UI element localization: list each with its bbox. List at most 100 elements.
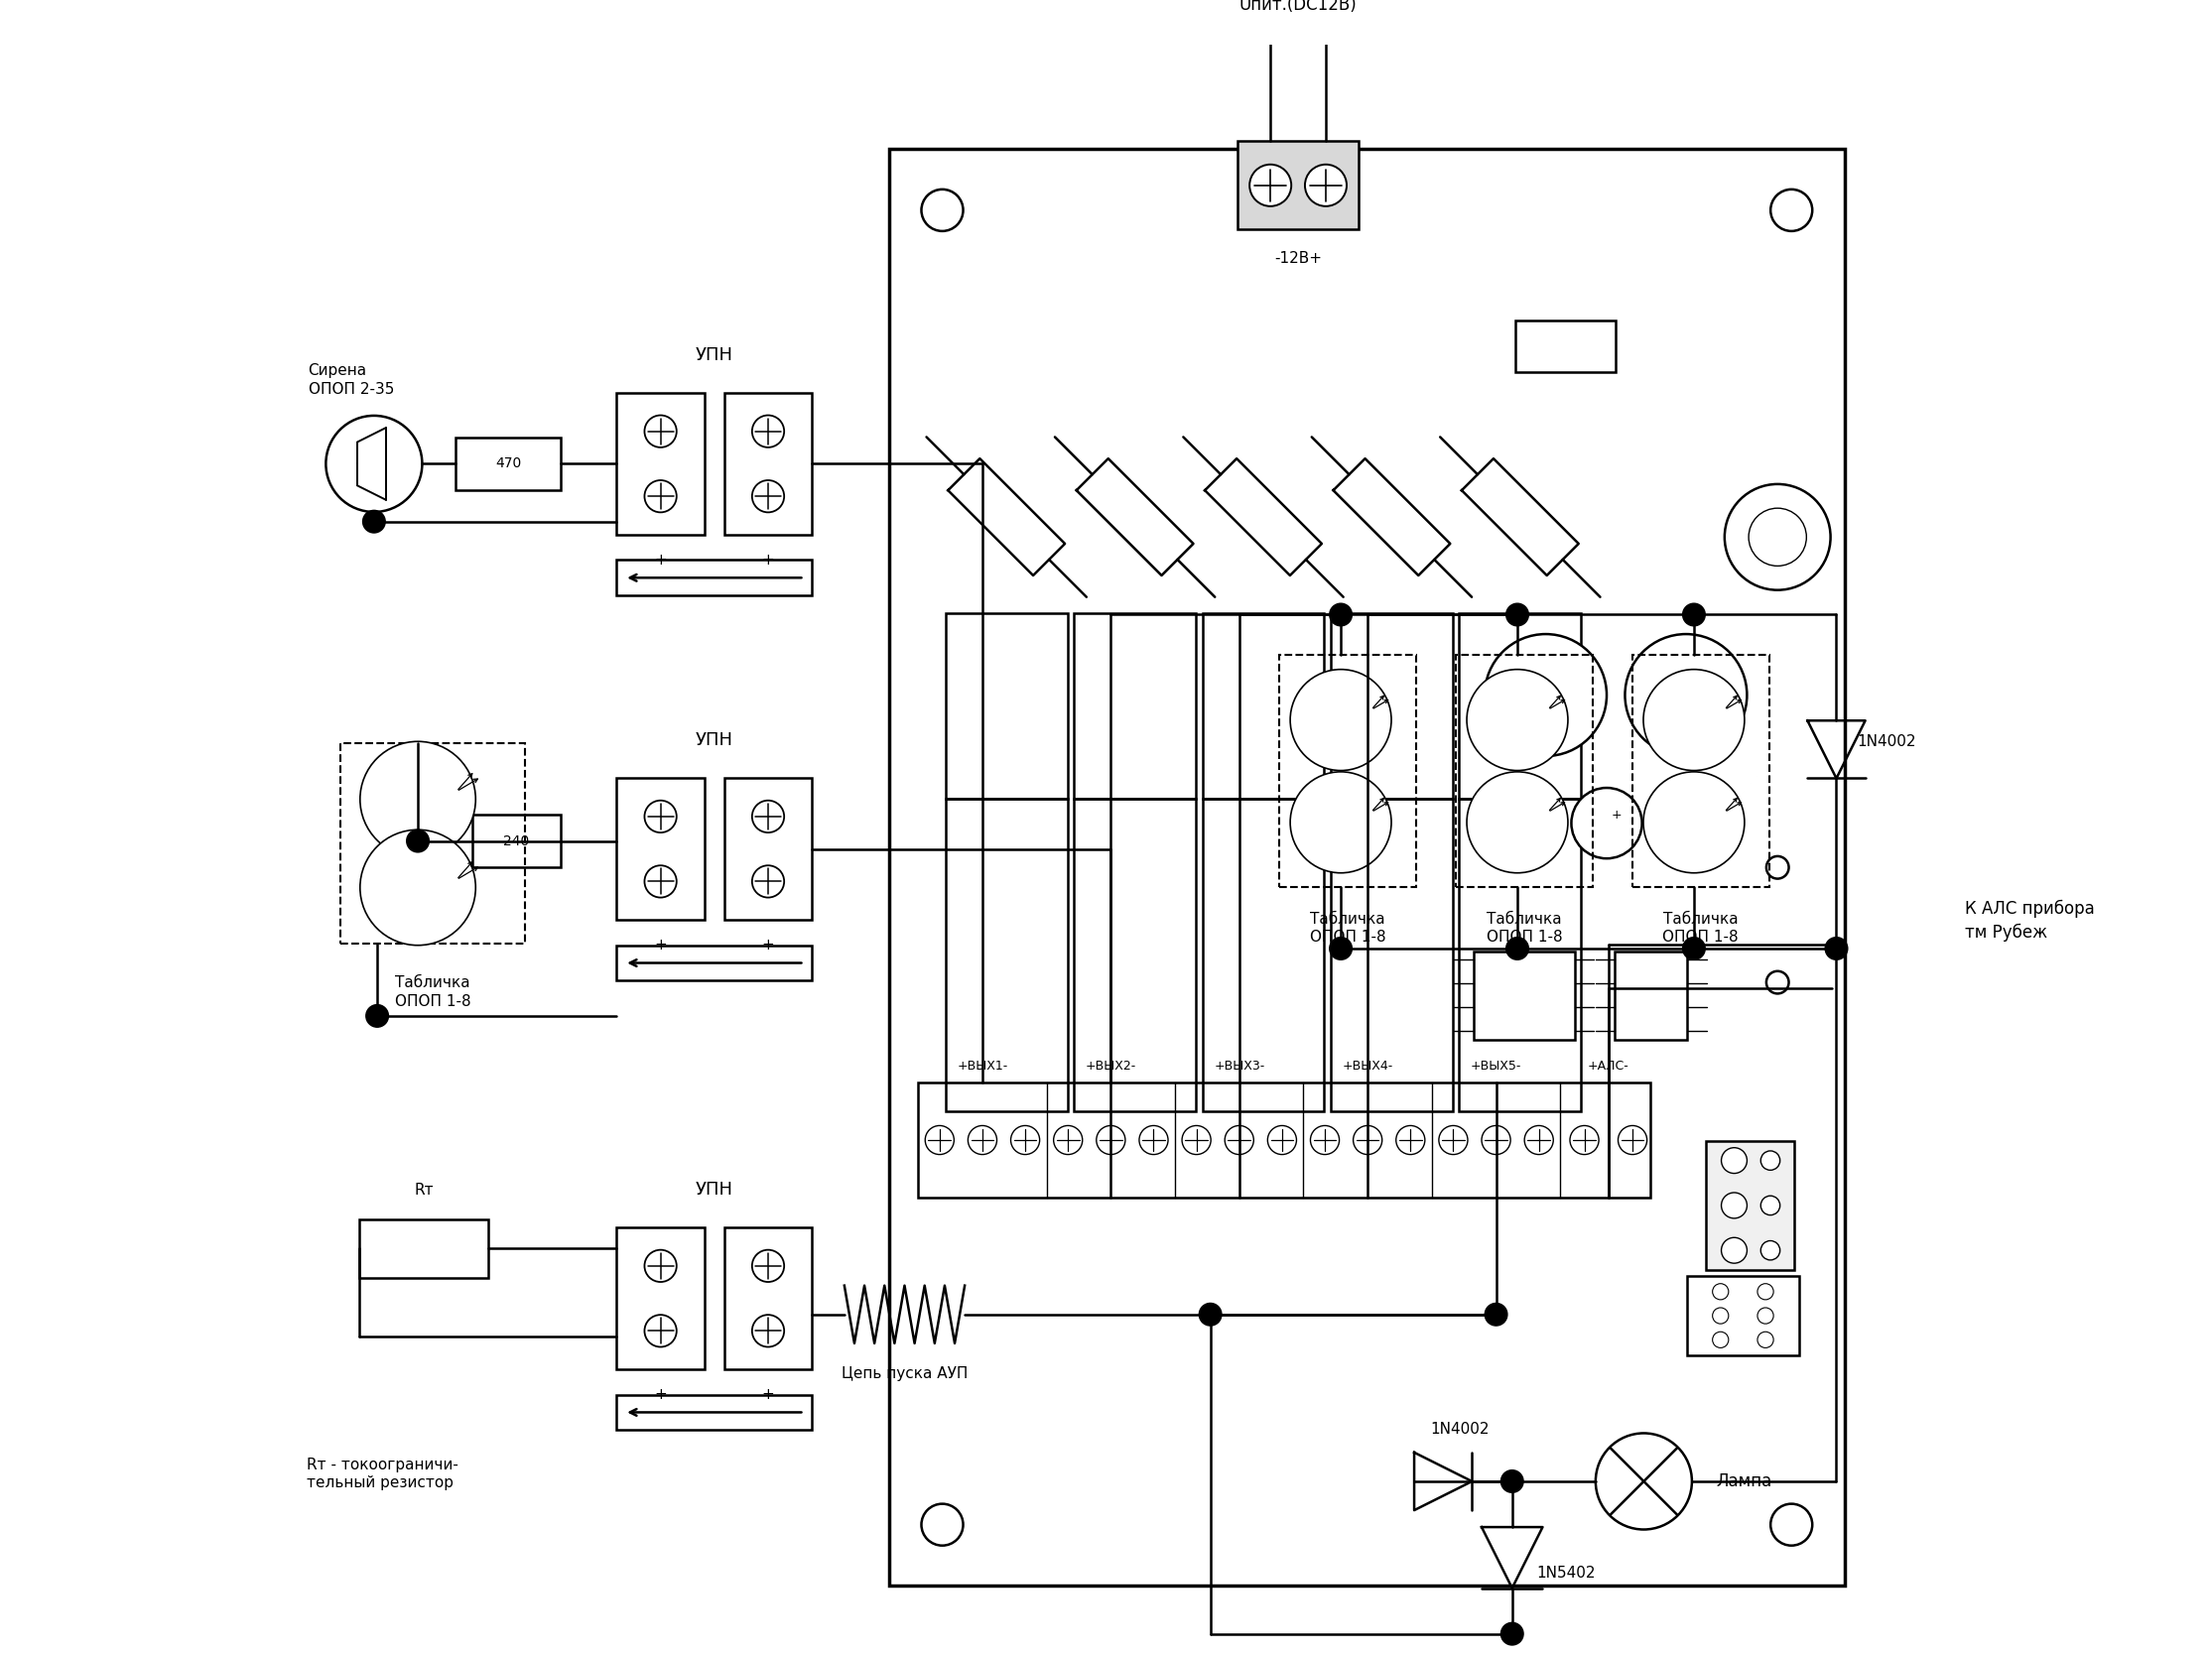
Circle shape <box>1750 508 1807 566</box>
Text: Табличка
ОПОП 1-8: Табличка ОПОП 1-8 <box>394 976 471 1009</box>
Circle shape <box>1683 938 1705 959</box>
Circle shape <box>1011 1126 1040 1154</box>
Bar <box>945 799 1068 1111</box>
Circle shape <box>1524 1126 1553 1154</box>
Circle shape <box>361 830 476 946</box>
Text: Rт: Rт <box>414 1183 434 1197</box>
Bar <box>1279 655 1416 888</box>
Circle shape <box>1502 1470 1524 1492</box>
Circle shape <box>1712 1331 1728 1348</box>
Text: +ВЫХ1-: +ВЫХ1- <box>958 1060 1009 1073</box>
Circle shape <box>644 865 677 898</box>
Bar <box>617 779 706 920</box>
Bar <box>1632 655 1770 888</box>
Circle shape <box>752 1250 783 1282</box>
Bar <box>723 394 812 534</box>
Circle shape <box>752 1315 783 1346</box>
Circle shape <box>361 741 476 857</box>
Bar <box>361 1219 489 1277</box>
Text: 1N4002: 1N4002 <box>1431 1421 1489 1436</box>
Text: Сирена
ОПОП 2-35: Сирена ОПОП 2-35 <box>307 362 394 397</box>
Text: 240: 240 <box>502 834 529 849</box>
Circle shape <box>1482 1126 1511 1154</box>
Circle shape <box>1181 1126 1210 1154</box>
Circle shape <box>752 415 783 447</box>
Bar <box>1073 614 1197 799</box>
Circle shape <box>1721 1237 1747 1264</box>
Circle shape <box>1759 1308 1774 1323</box>
Bar <box>889 149 1845 1586</box>
Circle shape <box>1617 1126 1648 1154</box>
Circle shape <box>1438 1126 1469 1154</box>
Polygon shape <box>1334 458 1451 576</box>
Polygon shape <box>949 458 1064 576</box>
Circle shape <box>1290 670 1391 771</box>
Bar <box>1455 655 1593 888</box>
Bar <box>1203 799 1325 1111</box>
Circle shape <box>1770 189 1812 232</box>
Bar <box>1332 614 1453 799</box>
Bar <box>723 1227 812 1370</box>
Circle shape <box>363 511 385 533</box>
Circle shape <box>969 1126 998 1154</box>
Bar <box>1473 951 1575 1040</box>
Circle shape <box>1626 633 1747 756</box>
Text: 470: 470 <box>495 457 522 471</box>
Text: +ВЫХ3-: +ВЫХ3- <box>1214 1060 1265 1073</box>
Circle shape <box>1506 604 1528 625</box>
Text: 1N5402: 1N5402 <box>1535 1566 1595 1581</box>
Circle shape <box>1484 633 1606 756</box>
Text: УПН: УПН <box>695 731 732 749</box>
Circle shape <box>1770 1503 1812 1545</box>
Text: +ВЫХ5-: +ВЫХ5- <box>1471 1060 1522 1073</box>
Circle shape <box>1139 1126 1168 1154</box>
Circle shape <box>922 1503 962 1545</box>
Bar <box>471 814 560 867</box>
Circle shape <box>1329 604 1352 625</box>
Text: +: + <box>655 1388 666 1403</box>
Polygon shape <box>1206 458 1323 576</box>
Circle shape <box>1502 1623 1524 1646</box>
Text: К АЛС прибора
тм Рубеж: К АЛС прибора тм Рубеж <box>1964 900 2095 941</box>
Bar <box>617 1394 812 1431</box>
Circle shape <box>1267 1126 1296 1154</box>
Bar <box>617 1227 706 1370</box>
Circle shape <box>1199 1303 1221 1325</box>
Circle shape <box>1354 1126 1382 1154</box>
Circle shape <box>1761 1151 1781 1169</box>
Circle shape <box>1290 772 1391 873</box>
Text: +: + <box>655 552 666 567</box>
Circle shape <box>1396 1126 1425 1154</box>
Circle shape <box>1721 1193 1747 1219</box>
Circle shape <box>1767 857 1790 878</box>
Text: +: + <box>655 938 666 953</box>
Circle shape <box>644 1250 677 1282</box>
Circle shape <box>644 801 677 832</box>
Circle shape <box>1767 971 1790 994</box>
Circle shape <box>1225 1126 1254 1154</box>
Circle shape <box>1712 1284 1728 1300</box>
Circle shape <box>1759 1331 1774 1348</box>
Text: -12В+: -12В+ <box>1274 251 1323 266</box>
Circle shape <box>1506 938 1528 959</box>
Text: Табличка
ОПОП 1-8: Табличка ОПОП 1-8 <box>1310 911 1385 944</box>
Circle shape <box>1761 1240 1781 1260</box>
Bar <box>341 743 524 944</box>
Text: Лампа: Лампа <box>1717 1472 1772 1490</box>
Circle shape <box>752 480 783 513</box>
Bar <box>1239 141 1358 230</box>
Text: +АЛС-: +АЛС- <box>1588 1060 1630 1073</box>
Circle shape <box>1571 787 1641 858</box>
Circle shape <box>365 1004 389 1027</box>
Bar <box>617 561 812 595</box>
Text: Табличка
ОПОП 1-8: Табличка ОПОП 1-8 <box>1486 911 1562 944</box>
Circle shape <box>1053 1126 1082 1154</box>
Circle shape <box>1595 1434 1692 1530</box>
Bar <box>1615 951 1688 1040</box>
Circle shape <box>922 189 962 232</box>
Circle shape <box>1097 1126 1126 1154</box>
Circle shape <box>752 801 783 832</box>
Text: +ВЫХ2-: +ВЫХ2- <box>1086 1060 1137 1073</box>
Polygon shape <box>1462 458 1579 576</box>
Bar <box>617 394 706 534</box>
